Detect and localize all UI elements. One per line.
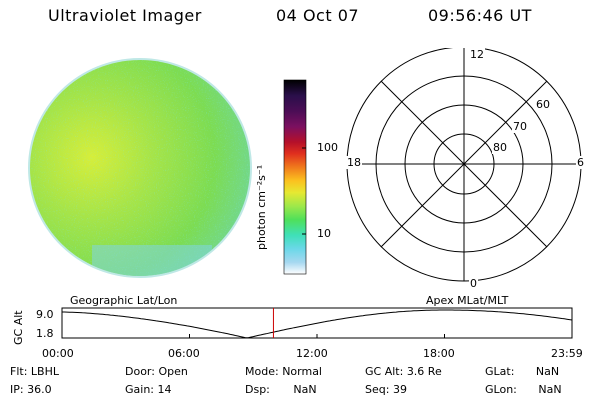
info-glon: GLon: NaN (485, 383, 562, 396)
time-label: 09:56:46 UT (428, 6, 532, 25)
gc-altitude-curve (62, 309, 573, 339)
info-gain: Gain: 14 (125, 383, 172, 396)
timeline-xtick-0: 00:00 (42, 347, 74, 360)
colorbar (283, 79, 307, 275)
info-gc-alt: GC Alt: 3.6 Re (365, 365, 442, 378)
timeline-xtick-2: 12:00 (296, 347, 328, 360)
info-dsp: Dsp: NaN (245, 383, 317, 396)
timeline-ytick-high: 9.0 (36, 308, 54, 321)
instrument-title: Ultraviolet Imager (48, 6, 202, 25)
info-mode: Mode: Normal (245, 365, 322, 378)
timeline-left-label: Geographic Lat/Lon (70, 294, 178, 307)
polar-label-lat-70: 70 (512, 120, 528, 133)
info-flt: Flt: LBHL (10, 365, 59, 378)
polar-label-lat-80: 80 (492, 141, 508, 154)
timeline-xtick-1: 06:00 (168, 347, 200, 360)
timeline-xtick-3: 18:00 (423, 347, 455, 360)
colorbar-unit-label: photon cm⁻²s⁻¹ (255, 164, 268, 250)
uv-earth-image (28, 58, 252, 278)
colorbar-tick-100: 100 (317, 141, 338, 154)
timeline-right-label: Apex MLat/MLT (426, 294, 509, 307)
timeline-axis-label: GC Alt (12, 310, 25, 345)
info-seq: Seq: 39 (365, 383, 407, 396)
info-ip: IP: 36.0 (10, 383, 52, 396)
date-label: 04 Oct 07 (276, 6, 360, 25)
info-glat: GLat: NaN (485, 365, 560, 378)
colorbar-tick-10: 10 (317, 227, 331, 240)
polar-label-0: 0 (469, 277, 478, 290)
polar-label-lat-60: 60 (535, 98, 551, 111)
timeline-xtick-4: 23:59 (551, 347, 583, 360)
timeline-plot (61, 307, 573, 339)
timeline-ytick-low: 1.8 (36, 327, 54, 340)
polar-label-18: 18 (346, 156, 362, 169)
polar-label-12: 12 (469, 48, 485, 61)
polar-grid (346, 48, 582, 282)
polar-label-6: 6 (576, 156, 585, 169)
info-door: Door: Open (125, 365, 188, 378)
